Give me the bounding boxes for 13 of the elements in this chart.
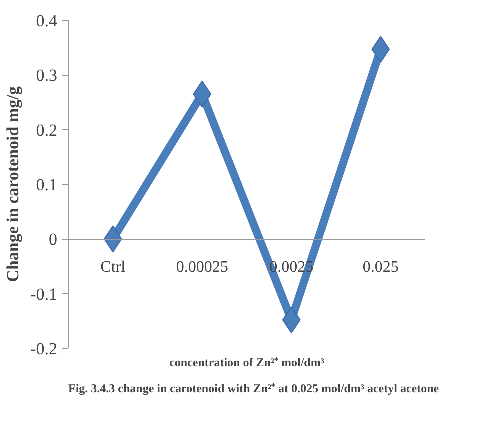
y-tick-label: -0.2	[30, 340, 58, 358]
x-tick-label: 0.025	[362, 259, 399, 276]
caption: Fig. 3.4.3 change in carotenoid with Zn²⁺ at 0.025 mol/dm³ acetyl acetone	[68, 382, 440, 396]
y-tick-label: 0.2	[36, 120, 58, 140]
x-tick-label: 0.00025	[176, 259, 228, 276]
y-tick-label: 0.1	[36, 176, 58, 194]
y-tick-label: 0.3	[36, 66, 58, 86]
y-tick-label: -0.1	[30, 284, 58, 304]
y-axis-title: Change in carotenoid mg/g	[4, 86, 23, 282]
x-tick-label: Ctrl	[100, 259, 126, 276]
x-axis-title: concentration of Zn²⁺ mol/dm³	[170, 356, 325, 370]
y-tick-label: 0	[49, 230, 58, 250]
y-tick-label: 0.4	[36, 12, 58, 30]
